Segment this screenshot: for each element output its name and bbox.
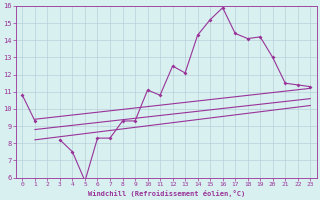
X-axis label: Windchill (Refroidissement éolien,°C): Windchill (Refroidissement éolien,°C) bbox=[88, 190, 245, 197]
